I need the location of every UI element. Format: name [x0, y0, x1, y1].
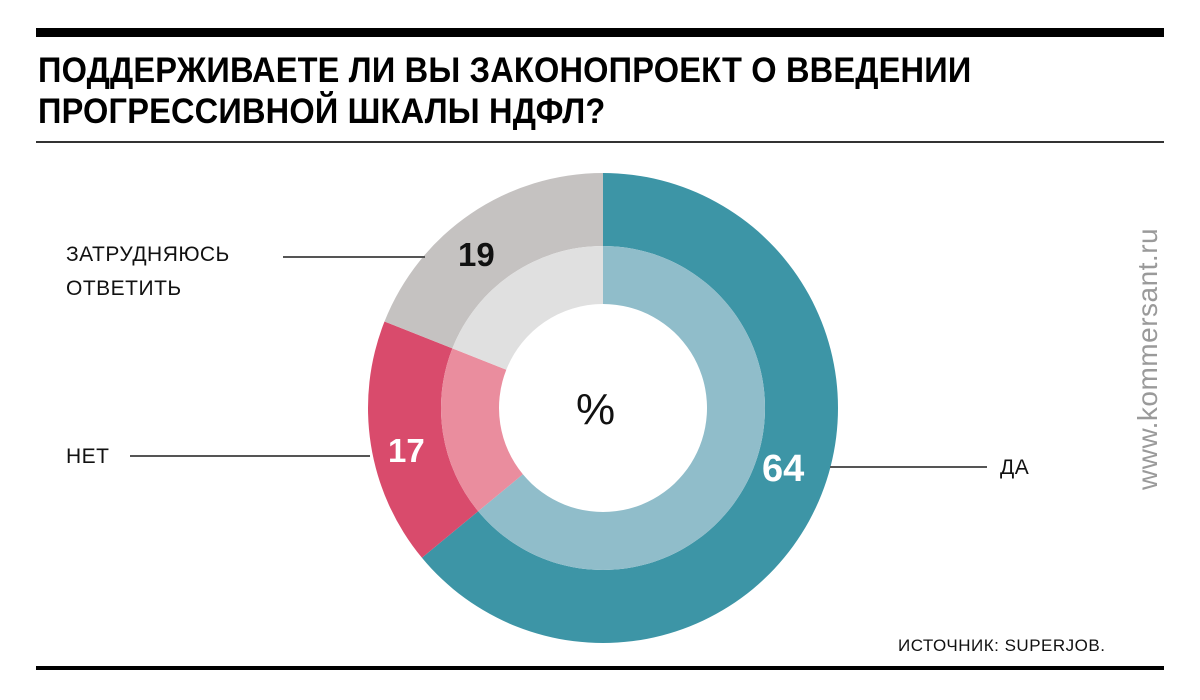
bottom-rule — [36, 666, 1164, 670]
value-yes: 64 — [762, 448, 805, 490]
slice-no-outer — [368, 321, 479, 558]
slice-no-inner — [441, 348, 523, 512]
leader-line-yes — [830, 466, 987, 468]
value-hard-to-answer: 19 — [458, 236, 495, 273]
label-yes: ДА — [1000, 456, 1030, 479]
top-rule — [36, 28, 1164, 37]
title-line-2: ПРОГРЕССИВНОЙ ШКАЛЫ НДФЛ? — [38, 92, 606, 131]
title-divider — [36, 141, 1164, 143]
label-hard-line-1: ЗАТРУДНЯЮСЬ — [66, 243, 230, 266]
slice-yes-inner — [478, 246, 765, 571]
watermark: www.kommersant.ru — [1132, 227, 1163, 490]
label-hard-to-answer: ЗАТРУДНЯЮСЬ ОТВЕТИТЬ — [66, 238, 230, 306]
chart-title: ПОДДЕРЖИВАЕТЕ ЛИ ВЫ ЗАКОНОПРОЕКТ О ВВЕДЕ… — [38, 50, 1080, 132]
slice-hard-to-answer-outer — [384, 172, 603, 349]
value-no: 17 — [388, 432, 425, 469]
slice-yes-outer — [421, 173, 839, 643]
slice-hard-to-answer-inner — [452, 246, 603, 370]
leader-line-no — [130, 455, 370, 457]
label-no: НЕТ — [66, 445, 110, 468]
percent-center-label: % — [576, 385, 616, 434]
label-hard-line-2: ОТВЕТИТЬ — [66, 277, 182, 300]
source-note: ИСТОЧНИК: SUPERJOB. — [898, 636, 1106, 655]
leader-line-hard — [283, 256, 425, 258]
title-line-1: ПОДДЕРЖИВАЕТЕ ЛИ ВЫ ЗАКОНОПРОЕКТ О ВВЕДЕ… — [38, 51, 972, 90]
